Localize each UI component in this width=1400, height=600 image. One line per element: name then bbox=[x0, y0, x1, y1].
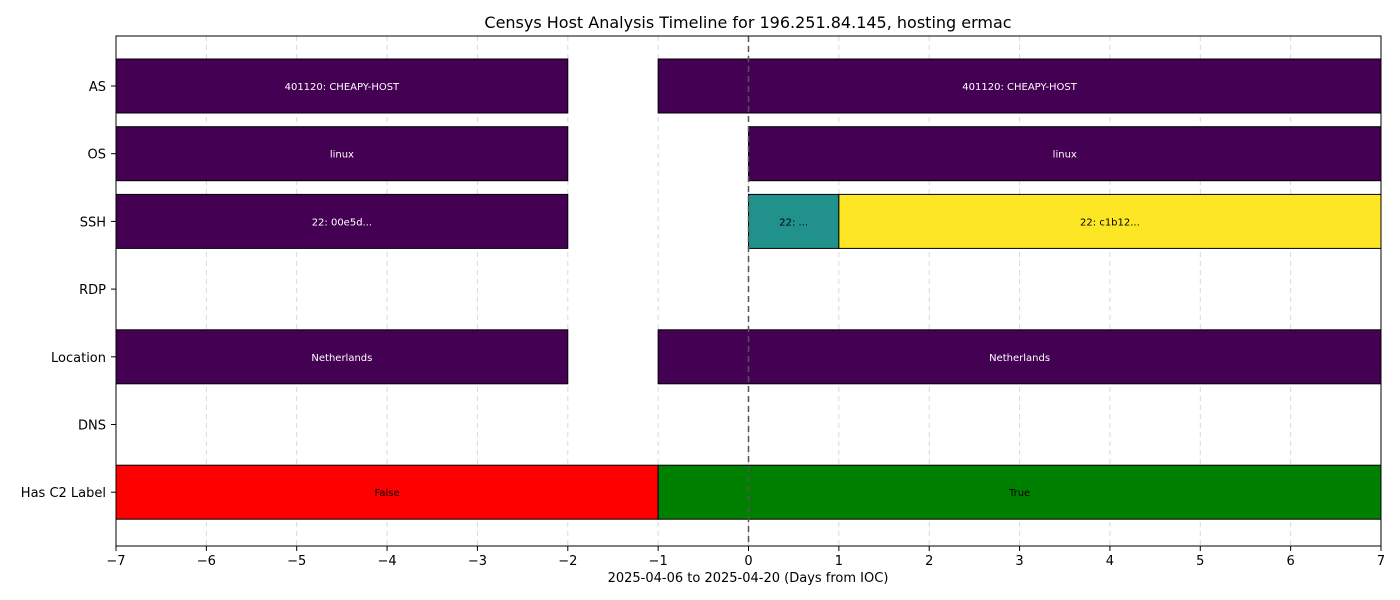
bar-label: False bbox=[375, 488, 400, 499]
timeline-bar bbox=[115, 193, 569, 249]
y-tick-label: SSH bbox=[80, 215, 106, 230]
x-tick-label: −3 bbox=[468, 554, 487, 569]
bar-label: linux bbox=[330, 150, 354, 161]
x-tick-label: 4 bbox=[1106, 554, 1114, 569]
y-tick-label: Has C2 Label bbox=[21, 486, 106, 501]
x-tick-label: 1 bbox=[835, 554, 843, 569]
bar-label: 401120: CHEAPY-HOST bbox=[962, 82, 1077, 93]
x-axis-label: 2025-04-06 to 2025-04-20 (Days from IOC) bbox=[608, 571, 889, 586]
x-tick-label: 2 bbox=[925, 554, 933, 569]
x-tick-label: 3 bbox=[1015, 554, 1023, 569]
bar-label: Netherlands bbox=[989, 353, 1050, 364]
y-tick-label: AS bbox=[89, 80, 106, 95]
y-tick-label: RDP bbox=[79, 283, 106, 298]
x-tick-label: 6 bbox=[1287, 554, 1295, 569]
timeline-bar bbox=[748, 126, 1382, 182]
x-tick-label: 0 bbox=[744, 554, 752, 569]
timeline-bar bbox=[657, 58, 1382, 114]
timeline-bar bbox=[115, 464, 659, 520]
timeline-bar bbox=[115, 58, 569, 114]
x-tick-label: −4 bbox=[377, 554, 396, 569]
chart-title: Censys Host Analysis Timeline for 196.25… bbox=[484, 13, 1011, 32]
x-tick-label: −7 bbox=[106, 554, 125, 569]
x-tick-label: −6 bbox=[197, 554, 216, 569]
x-tick-label: −5 bbox=[287, 554, 306, 569]
y-axis: AS OS SSH RDP Location DNS Has C2 Label bbox=[21, 80, 116, 501]
timeline-bar bbox=[657, 329, 1382, 385]
y-tick-label: OS bbox=[88, 148, 106, 163]
bar-label: 401120: CHEAPY-HOST bbox=[285, 82, 400, 93]
x-tick-label: 7 bbox=[1377, 554, 1385, 569]
bar-label: 22: 00e5d... bbox=[312, 217, 372, 228]
timeline-bar bbox=[115, 329, 569, 385]
y-tick-label: DNS bbox=[78, 419, 106, 434]
x-tick-label: 5 bbox=[1196, 554, 1204, 569]
bar-label: Netherlands bbox=[311, 353, 372, 364]
timeline-bar bbox=[838, 193, 1382, 249]
bar-label: 22: ... bbox=[779, 217, 808, 228]
bar-label: 22: c1b12... bbox=[1080, 217, 1140, 228]
bar-label: linux bbox=[1053, 150, 1077, 161]
bar-layer: 401120: CHEAPY-HOST 401120: CHEAPY-HOST li… bbox=[115, 58, 1382, 520]
x-tick-label: −2 bbox=[558, 554, 577, 569]
x-axis: −7 −6 −5 −4 −3 −2 −1 0 1 2 3 4 5 6 7 bbox=[106, 546, 1385, 569]
bar-label: True bbox=[1008, 488, 1030, 499]
y-tick-label: Location bbox=[51, 351, 106, 366]
x-tick-label: −1 bbox=[649, 554, 668, 569]
